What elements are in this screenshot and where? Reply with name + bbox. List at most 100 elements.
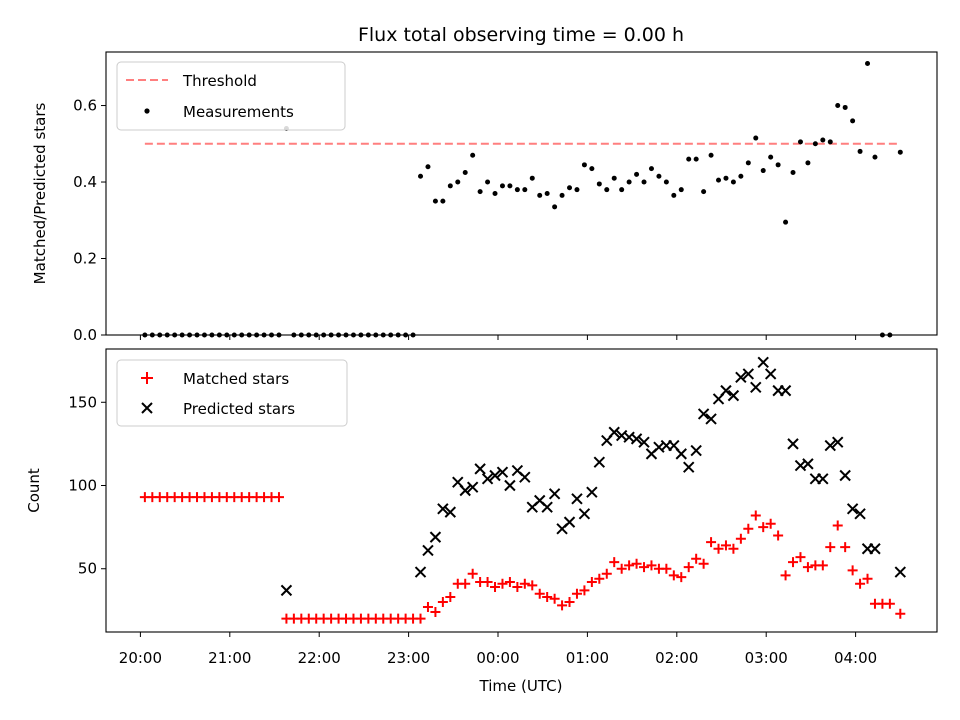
predicted-point-23 [578, 508, 591, 520]
matched-point-66 [631, 558, 642, 569]
top-panel: 0.0 0.2 0.4 0.6 Matched/Predicted stars Thr… [31, 51, 938, 344]
predicted-point-43 [727, 389, 740, 402]
matched-point-77 [713, 543, 724, 554]
predicted-point-21 [563, 516, 576, 528]
top-ytick-label-2: 0.4 [73, 173, 97, 191]
bottom-ytick-label-2: 150 [68, 393, 97, 411]
measurement-point-56 [559, 192, 565, 198]
matched-point-80 [735, 533, 746, 544]
measurement-point-101 [897, 149, 903, 155]
predicted-point-38 [690, 444, 702, 457]
measurement-point-62 [604, 187, 610, 193]
measurement-point-85 [775, 162, 781, 168]
measurement-point-71 [671, 192, 677, 198]
measurement-point-47 [492, 191, 498, 196]
predicted-point-36 [675, 448, 687, 460]
matched-point-74 [691, 553, 702, 564]
predicted-point-47 [757, 356, 769, 369]
measurements-legend-label: Measurements [183, 103, 294, 121]
measurement-point-48 [499, 183, 505, 189]
measurement-point-67 [641, 179, 647, 185]
matched-point-70 [661, 563, 672, 574]
xtick-label-6: 02:00 [655, 649, 698, 667]
matched-point-71 [668, 570, 679, 581]
measurement-point-87 [790, 169, 796, 175]
measurement-point-45 [477, 189, 483, 195]
predicted-point-56 [824, 439, 836, 452]
predicted-point-15 [519, 471, 531, 483]
predicted-point-42 [720, 384, 732, 397]
measurement-point-95 [850, 118, 856, 124]
measurement-point-69 [656, 173, 662, 179]
measurement-point-43 [462, 169, 468, 175]
matched-point-41 [445, 592, 456, 603]
predicted-point-3 [429, 531, 442, 543]
measurement-point-96 [857, 148, 863, 154]
matched-legend-label: Matched stars [183, 370, 289, 388]
measurement-point-51 [522, 187, 528, 193]
measurement-point-50 [514, 187, 520, 193]
predicted-point-46 [750, 381, 762, 393]
xtick-label-7: 03:00 [745, 649, 788, 667]
measurement-point-59 [581, 162, 587, 168]
matched-point-40 [437, 597, 448, 608]
predicted-point-25 [593, 456, 606, 468]
measurement-point-70 [663, 179, 669, 185]
matched-point-85 [773, 530, 784, 541]
matched-point-76 [706, 537, 717, 548]
predicted-point-50 [779, 384, 792, 397]
matched-legend-swatch [141, 372, 153, 384]
measurement-point-40 [440, 198, 446, 204]
bottom-marks [139, 356, 907, 624]
predicted-legend-swatch [141, 402, 153, 414]
measurement-point-88 [797, 139, 803, 145]
matched-point-56 [557, 600, 568, 611]
predicted-point-58 [839, 469, 851, 482]
matched-point-101 [895, 608, 906, 619]
predicted-point-39 [697, 408, 710, 420]
predicted-point-10 [481, 473, 494, 485]
bottom-y-ticks: 50 100 150 [68, 393, 106, 578]
xtick-label-5: 01:00 [566, 649, 609, 667]
predicted-point-22 [571, 493, 583, 505]
matched-point-93 [832, 520, 843, 531]
top-x-ticks [139, 335, 857, 340]
bottom-ytick-label-0: 50 [78, 560, 97, 578]
measurement-point-94 [842, 104, 848, 110]
predicted-point-62 [869, 543, 881, 555]
bottom-plot-frame [105, 348, 938, 633]
predicted-point-55 [817, 473, 829, 485]
predicted-point-2 [422, 544, 434, 557]
measurement-point-64 [619, 187, 625, 193]
predicted-point-51 [787, 438, 799, 450]
bottom-y-axis-label: Count [25, 468, 43, 513]
matched-point-48 [497, 578, 508, 589]
matched-point-91 [817, 560, 828, 571]
predicted-point-27 [608, 426, 620, 438]
measurement-point-78 [723, 175, 729, 181]
matched-point-55 [549, 593, 560, 604]
x-axis-label: Time (UTC) [479, 677, 563, 695]
measurement-point-65 [626, 179, 632, 185]
matched-point-53 [534, 588, 545, 599]
measurement-point-79 [730, 179, 736, 185]
predicted-point-60 [854, 508, 866, 520]
measurement-point-63 [611, 175, 617, 181]
matched-point-39 [430, 607, 441, 618]
measurement-point-66 [634, 171, 640, 177]
predicted-point-37 [683, 461, 695, 473]
measurement-point-77 [716, 177, 722, 183]
measurements-legend-swatch [144, 108, 150, 114]
top-y-axis-label: Matched/Predicted stars [31, 103, 49, 285]
matched-point-18 [273, 492, 284, 503]
top-legend: Threshold Measurements [116, 61, 346, 131]
measurement-point-89 [805, 160, 811, 166]
predicted-legend-label: Predicted stars [183, 400, 295, 418]
matched-point-88 [795, 552, 806, 563]
matched-point-96 [855, 578, 866, 589]
predicted-point-19 [548, 488, 561, 500]
measurement-point-86 [783, 219, 789, 225]
predicted-point-8 [466, 481, 479, 493]
measurement-point-52 [529, 175, 535, 181]
matched-point-83 [758, 522, 769, 533]
